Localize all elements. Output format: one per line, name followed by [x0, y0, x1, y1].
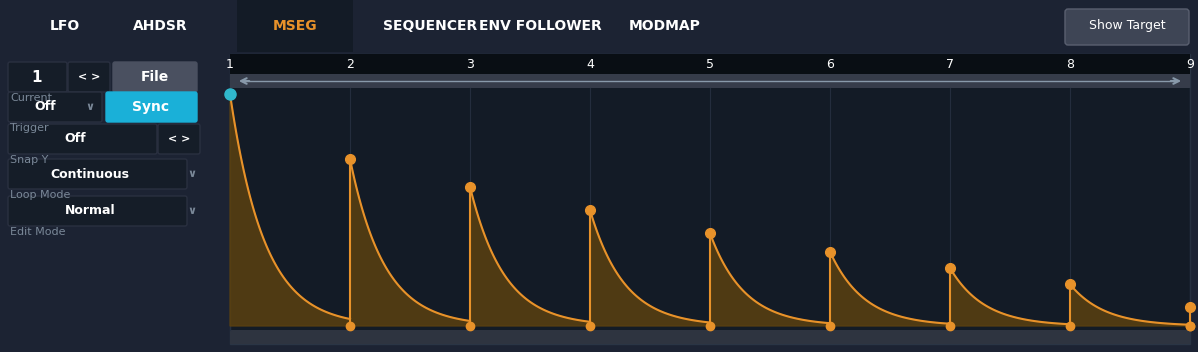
Text: File: File — [141, 70, 169, 84]
Polygon shape — [230, 94, 350, 326]
FancyBboxPatch shape — [8, 124, 157, 154]
Text: ENV FOLLOWER: ENV FOLLOWER — [479, 19, 601, 33]
Text: 2: 2 — [346, 57, 353, 70]
FancyBboxPatch shape — [68, 62, 110, 92]
Polygon shape — [710, 233, 830, 326]
Text: Off: Off — [35, 101, 56, 113]
Text: SEQUENCER: SEQUENCER — [383, 19, 477, 33]
Text: Snap Y: Snap Y — [10, 155, 48, 165]
Text: 1: 1 — [226, 57, 234, 70]
Text: 1: 1 — [32, 69, 42, 84]
Polygon shape — [950, 268, 1070, 326]
Bar — [237, 0, 353, 52]
Bar — [230, 54, 1190, 344]
Bar — [0, 0, 1198, 52]
FancyBboxPatch shape — [1065, 9, 1188, 45]
Text: 4: 4 — [586, 57, 594, 70]
FancyBboxPatch shape — [8, 196, 187, 226]
Text: 9: 9 — [1186, 57, 1194, 70]
Text: < >: < > — [78, 72, 101, 82]
FancyBboxPatch shape — [8, 62, 67, 92]
FancyBboxPatch shape — [8, 92, 102, 122]
Bar — [230, 74, 1190, 88]
FancyBboxPatch shape — [158, 124, 200, 154]
Text: MODMAP: MODMAP — [629, 19, 701, 33]
Polygon shape — [350, 159, 470, 326]
Polygon shape — [1070, 284, 1190, 326]
Text: ∨: ∨ — [188, 169, 196, 179]
Text: MSEG: MSEG — [273, 19, 317, 33]
Polygon shape — [830, 252, 950, 326]
Text: AHDSR: AHDSR — [133, 19, 187, 33]
Bar — [0, 52, 218, 352]
Text: Loop Mode: Loop Mode — [10, 190, 71, 200]
Text: Normal: Normal — [65, 205, 115, 218]
Text: 8: 8 — [1066, 57, 1073, 70]
Text: < >: < > — [168, 134, 190, 144]
Text: Show Target: Show Target — [1089, 19, 1166, 32]
Polygon shape — [589, 210, 710, 326]
Text: Edit Mode: Edit Mode — [10, 227, 66, 237]
Text: 3: 3 — [466, 57, 474, 70]
Text: Trigger: Trigger — [10, 123, 49, 133]
Text: 5: 5 — [706, 57, 714, 70]
Text: ∨: ∨ — [188, 206, 196, 216]
Text: 6: 6 — [827, 57, 834, 70]
Text: Continuous: Continuous — [50, 168, 129, 181]
Polygon shape — [470, 187, 589, 326]
Text: 7: 7 — [946, 57, 954, 70]
FancyBboxPatch shape — [8, 159, 187, 189]
Text: ∨: ∨ — [85, 102, 95, 112]
FancyBboxPatch shape — [113, 62, 196, 92]
Text: LFO: LFO — [50, 19, 80, 33]
Text: Off: Off — [65, 132, 86, 145]
Text: Sync: Sync — [133, 100, 170, 114]
FancyBboxPatch shape — [105, 92, 196, 122]
Bar — [230, 330, 1190, 344]
Text: Current: Current — [10, 93, 52, 103]
Bar — [230, 54, 1190, 74]
